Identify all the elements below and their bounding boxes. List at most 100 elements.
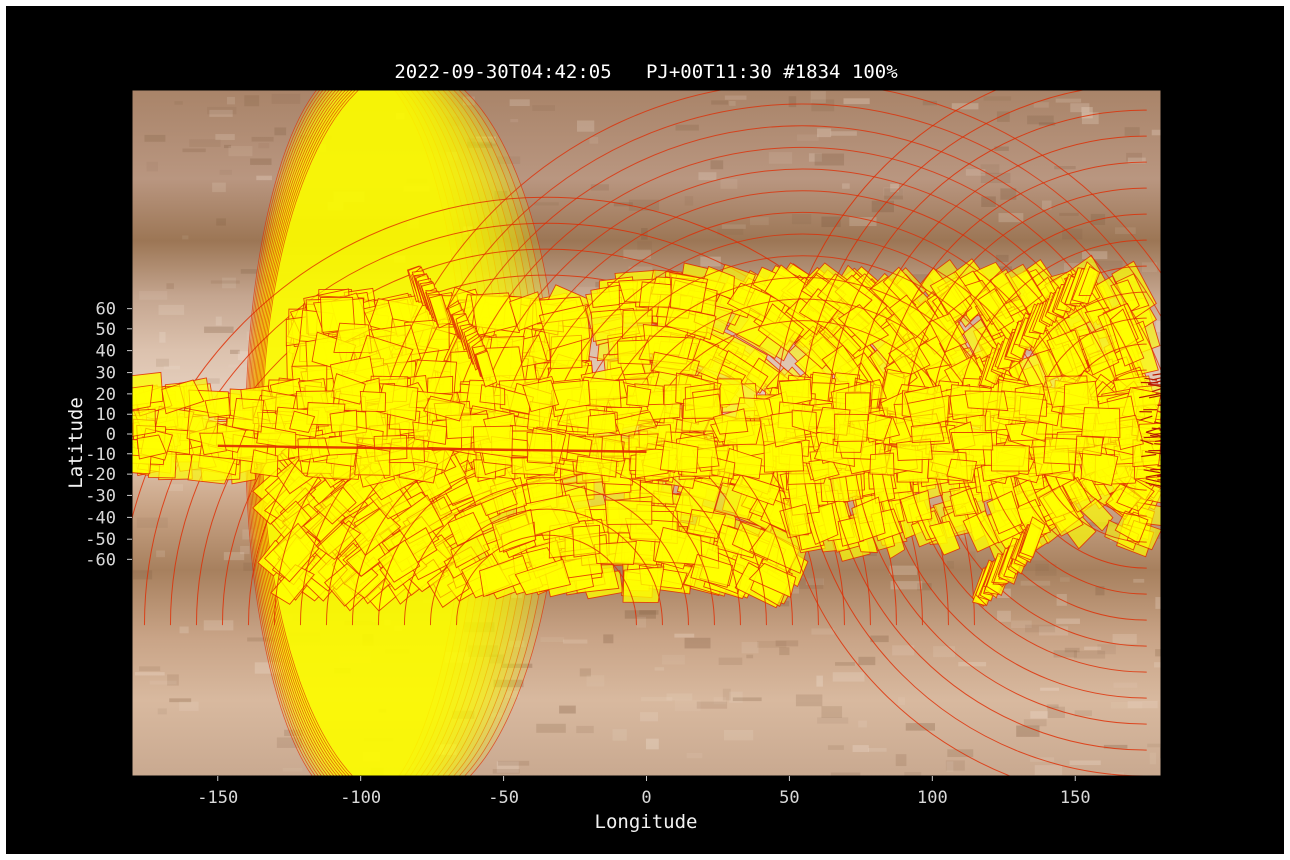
band-texture-patch [895, 754, 907, 767]
band-texture-patch [746, 654, 754, 659]
fov-edge-hatch [1151, 388, 1161, 393]
fov-footprint [851, 496, 886, 542]
band-texture-patch [983, 96, 1012, 101]
band-texture-patch [723, 729, 754, 741]
band-texture-patch [1034, 765, 1063, 776]
band-texture-patch [589, 136, 599, 144]
fov-footprint [313, 486, 357, 525]
fov-footprint [359, 390, 387, 413]
band-texture-patch [435, 744, 445, 755]
fov-fan-arc [455, 534, 637, 626]
band-texture-patch [1124, 127, 1140, 136]
band-texture-patch [624, 610, 656, 619]
band-texture-patch [363, 738, 394, 742]
fov-footprint [990, 444, 1030, 472]
band-texture-patch [576, 120, 595, 132]
band-texture-patch [718, 657, 743, 665]
band-texture-patch [835, 662, 855, 666]
fov-edge-hatch [1151, 427, 1161, 430]
fov-footprint [132, 384, 154, 411]
fov-footprint [575, 455, 618, 478]
fov-edge-hatch [1140, 439, 1154, 445]
band-texture-patch [222, 277, 236, 289]
band-texture-patch [700, 256, 721, 267]
fov-footprint [928, 520, 961, 556]
fov-footprint [354, 445, 391, 476]
fov-footprint [231, 397, 265, 433]
fov-footprint [1114, 414, 1144, 451]
band-texture-patch [1073, 650, 1106, 659]
band-texture-patch [207, 106, 237, 115]
band-texture-patch [1095, 586, 1105, 596]
fov-edge-hatch [1144, 377, 1158, 381]
band-texture-patch [212, 182, 226, 193]
band-texture-patch [1084, 646, 1102, 650]
band-texture-patch [890, 581, 923, 590]
fov-fan-arc [403, 482, 689, 626]
fov-footprint [423, 395, 466, 422]
band-texture-patch [510, 118, 519, 123]
band-texture-patch [1025, 624, 1056, 633]
band-texture-patch [240, 545, 250, 555]
band-texture-patch [215, 316, 222, 326]
band-texture-patch [1127, 700, 1158, 709]
band-texture-patch [997, 610, 1011, 622]
band-texture-patch [1033, 102, 1049, 108]
fov-footprint [899, 489, 933, 524]
band-texture-patch [1038, 122, 1056, 126]
band-texture-patch [563, 639, 588, 644]
band-texture-patch [163, 365, 181, 370]
band-texture-patch [1081, 112, 1099, 125]
band-texture-patch [247, 637, 276, 642]
band-texture-patch [559, 705, 576, 714]
x-tick-label: 150 [1060, 788, 1091, 808]
band-texture-patch [534, 202, 559, 206]
band-texture-patch [1018, 560, 1049, 571]
band-texture-patch [830, 131, 857, 136]
fov-footprint [329, 409, 358, 433]
band-texture-patch [1133, 578, 1145, 583]
fov-footprints [132, 90, 1161, 776]
band-texture-patch [276, 273, 301, 281]
band-texture-patch [1046, 704, 1059, 709]
band-texture-patch [827, 745, 844, 750]
fov-equator-line [217, 444, 647, 453]
band-texture-patch [868, 748, 887, 752]
band-texture-patch [339, 651, 371, 664]
band-texture-patch [536, 723, 566, 733]
band-texture-patch [711, 100, 729, 105]
band-texture-patch [224, 144, 232, 149]
fov-edge-hatch [1141, 453, 1157, 458]
y-tick-label: -30 [85, 486, 116, 506]
band-texture-patch [288, 632, 321, 643]
band-texture-patch [1113, 682, 1138, 688]
fov-streak [1078, 265, 1101, 296]
chart: -150 -100 -50 0 50 100 150 6050403020100-10-20… [65, 61, 1162, 833]
band-texture-patch [947, 749, 974, 758]
band-texture-patch [1027, 115, 1054, 125]
fov-edge-hatch [1148, 383, 1161, 386]
band-texture-patch [945, 760, 965, 771]
band-texture-patch [378, 708, 387, 713]
band-texture-patch [1160, 747, 1161, 759]
band-texture-patch [1064, 647, 1080, 653]
band-texture-patch [158, 304, 185, 315]
fov-footprint [946, 458, 978, 482]
band-texture-patch [636, 616, 647, 628]
fov-footprint [1109, 308, 1145, 367]
band-texture-patch [1141, 262, 1157, 273]
fov-footprint [348, 507, 402, 556]
band-texture-patch [1093, 260, 1123, 270]
band-texture-patch [1112, 633, 1137, 644]
band-texture-patch [998, 213, 1024, 223]
band-texture-patch [463, 622, 495, 633]
x-tick-label: -100 [340, 788, 381, 808]
band-texture-patch [722, 688, 731, 701]
band-texture-patch [403, 764, 415, 768]
band-texture-patch [182, 148, 206, 153]
fov-edge-hatch [1145, 482, 1161, 488]
x-axis-ticks: -150 -100 -50 0 50 100 150 [197, 776, 1091, 808]
fov-footprint [977, 287, 1015, 332]
band-texture-patch [334, 667, 351, 674]
band-texture-patch [1154, 662, 1161, 668]
